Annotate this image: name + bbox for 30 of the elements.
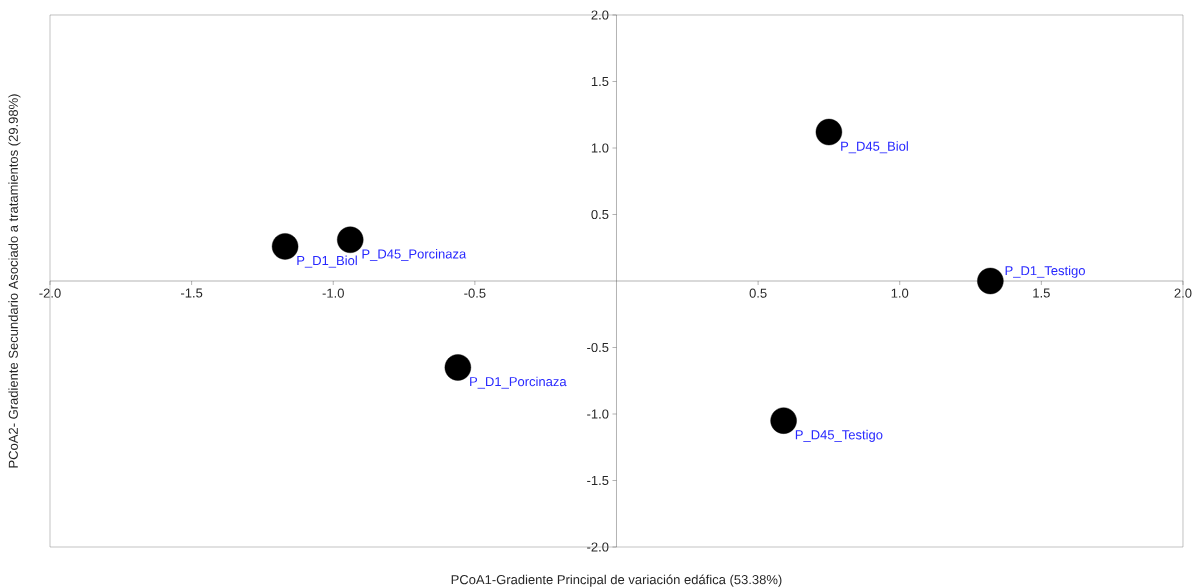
y-tick-label: -1.0	[587, 409, 609, 419]
annotation: P_D1_Biol	[297, 255, 357, 268]
annotation: P_D1_Porcinaza	[470, 376, 567, 389]
x-axis-title: PCoA1-Gradiente Principal de variación edáfica (53.38%)	[451, 574, 782, 587]
x-tick-label: -1.0	[322, 288, 344, 298]
annotation: P_D1_Testigo	[1005, 265, 1085, 278]
y-tick-label: -2.0	[587, 542, 609, 552]
point	[444, 354, 472, 381]
y-axis-title: PCoA2- Gradiente Secundario Asociado a tratamientos (29.98%)	[8, 94, 21, 468]
y-tick-label: 0.5	[591, 209, 609, 220]
point	[271, 233, 299, 260]
x-tick-label: 2.0	[1174, 288, 1192, 298]
point	[977, 267, 1004, 295]
x-tick-label: -2.0	[39, 288, 61, 298]
annotation: P_D45_Testigo	[795, 429, 883, 442]
x-tick-label: -1.5	[181, 288, 203, 298]
x-tick-label: 0.5	[749, 288, 767, 298]
annotation: P_D45_Porcinaza	[362, 248, 467, 261]
y-tick-label: -0.5	[587, 342, 609, 353]
annotation: P_D45_Biol	[841, 141, 908, 154]
point	[770, 407, 797, 434]
point	[337, 226, 364, 253]
y-tick-label: -1.5	[587, 475, 609, 486]
y-tick-label: 2.0	[591, 10, 609, 20]
x-tick-label: -0.5	[464, 288, 486, 298]
y-tick-label: 1.5	[591, 76, 609, 87]
x-tick-label: 1.5	[1033, 288, 1050, 298]
point	[815, 118, 843, 146]
y-tick-label: 1.0	[591, 143, 609, 153]
x-tick-label: 1.0	[891, 288, 909, 298]
